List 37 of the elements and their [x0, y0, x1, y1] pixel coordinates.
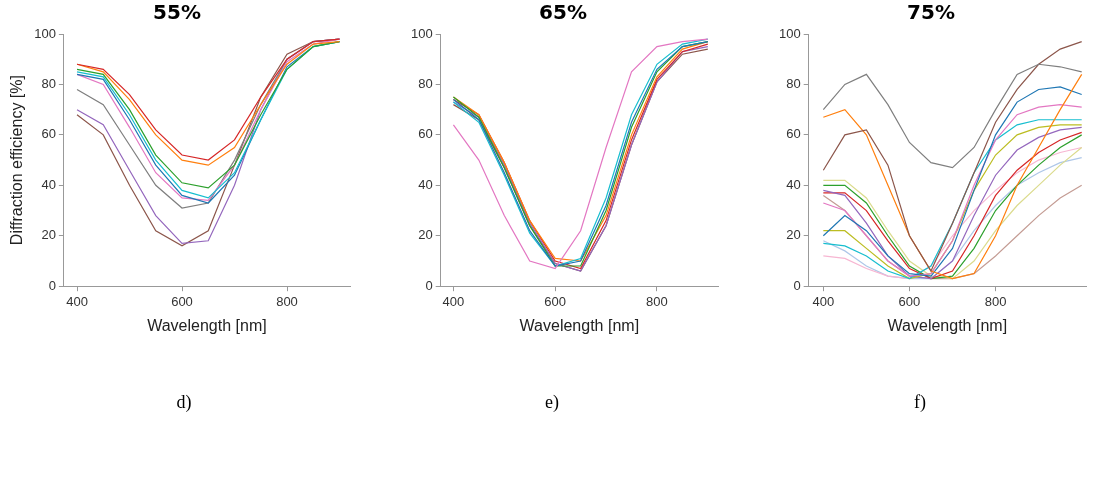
text: f)	[913, 392, 927, 413]
y-tick-label: 40	[786, 176, 801, 192]
y-tick-label: 0	[48, 277, 56, 293]
y-tick-label: 60	[786, 126, 801, 142]
text: d)	[175, 392, 193, 413]
x-tick-label: 600	[544, 293, 567, 309]
x-axis-title: Wavelength [nm]	[519, 316, 640, 334]
y-tick-label: 60	[41, 126, 56, 142]
chart-title: 55%	[153, 0, 201, 25]
x-tick-label: 800	[276, 293, 298, 309]
chart-title: 65%	[539, 0, 587, 25]
x-tick-label: 400	[812, 293, 835, 309]
y-tick-label: 100	[778, 25, 801, 41]
y-tick-label: 0	[425, 277, 433, 293]
y-tick-label: 100	[34, 25, 56, 41]
x-tick-label: 800	[984, 293, 1007, 309]
y-tick-label: 20	[786, 227, 801, 243]
y-tick-label: 80	[786, 76, 801, 92]
x-axis-title: Wavelength [nm]	[147, 316, 267, 334]
y-tick-label: 20	[418, 227, 433, 243]
x-tick-label: 600	[898, 293, 921, 309]
x-axis-title: Wavelength [nm]	[887, 316, 1008, 334]
x-tick-label: 800	[646, 293, 668, 309]
y-tick-label: 20	[41, 227, 56, 243]
y-tick-label: 100	[410, 25, 433, 41]
y-tick-label: 60	[418, 126, 433, 142]
y-axis-title: Diffraction efficiency [%]	[8, 75, 26, 246]
x-tick-label: 400	[66, 293, 88, 309]
y-tick-label: 0	[793, 277, 801, 293]
y-tick-label: 40	[41, 176, 56, 192]
y-tick-label: 80	[418, 76, 433, 92]
y-tick-label: 80	[41, 76, 56, 92]
x-tick-label: 400	[442, 293, 465, 309]
y-tick-label: 40	[418, 176, 433, 192]
x-tick-label: 600	[171, 293, 193, 309]
chart-title: 75%	[907, 0, 955, 25]
text: e)	[544, 392, 560, 413]
